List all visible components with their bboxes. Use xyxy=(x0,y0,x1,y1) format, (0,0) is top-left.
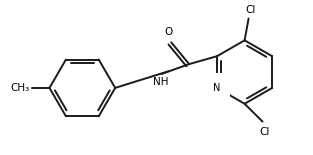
Text: O: O xyxy=(164,27,172,37)
Text: CH₃: CH₃ xyxy=(10,83,29,93)
Text: Cl: Cl xyxy=(245,4,256,15)
Text: Cl: Cl xyxy=(259,126,270,137)
Text: N: N xyxy=(213,83,221,93)
Text: NH: NH xyxy=(152,77,168,87)
